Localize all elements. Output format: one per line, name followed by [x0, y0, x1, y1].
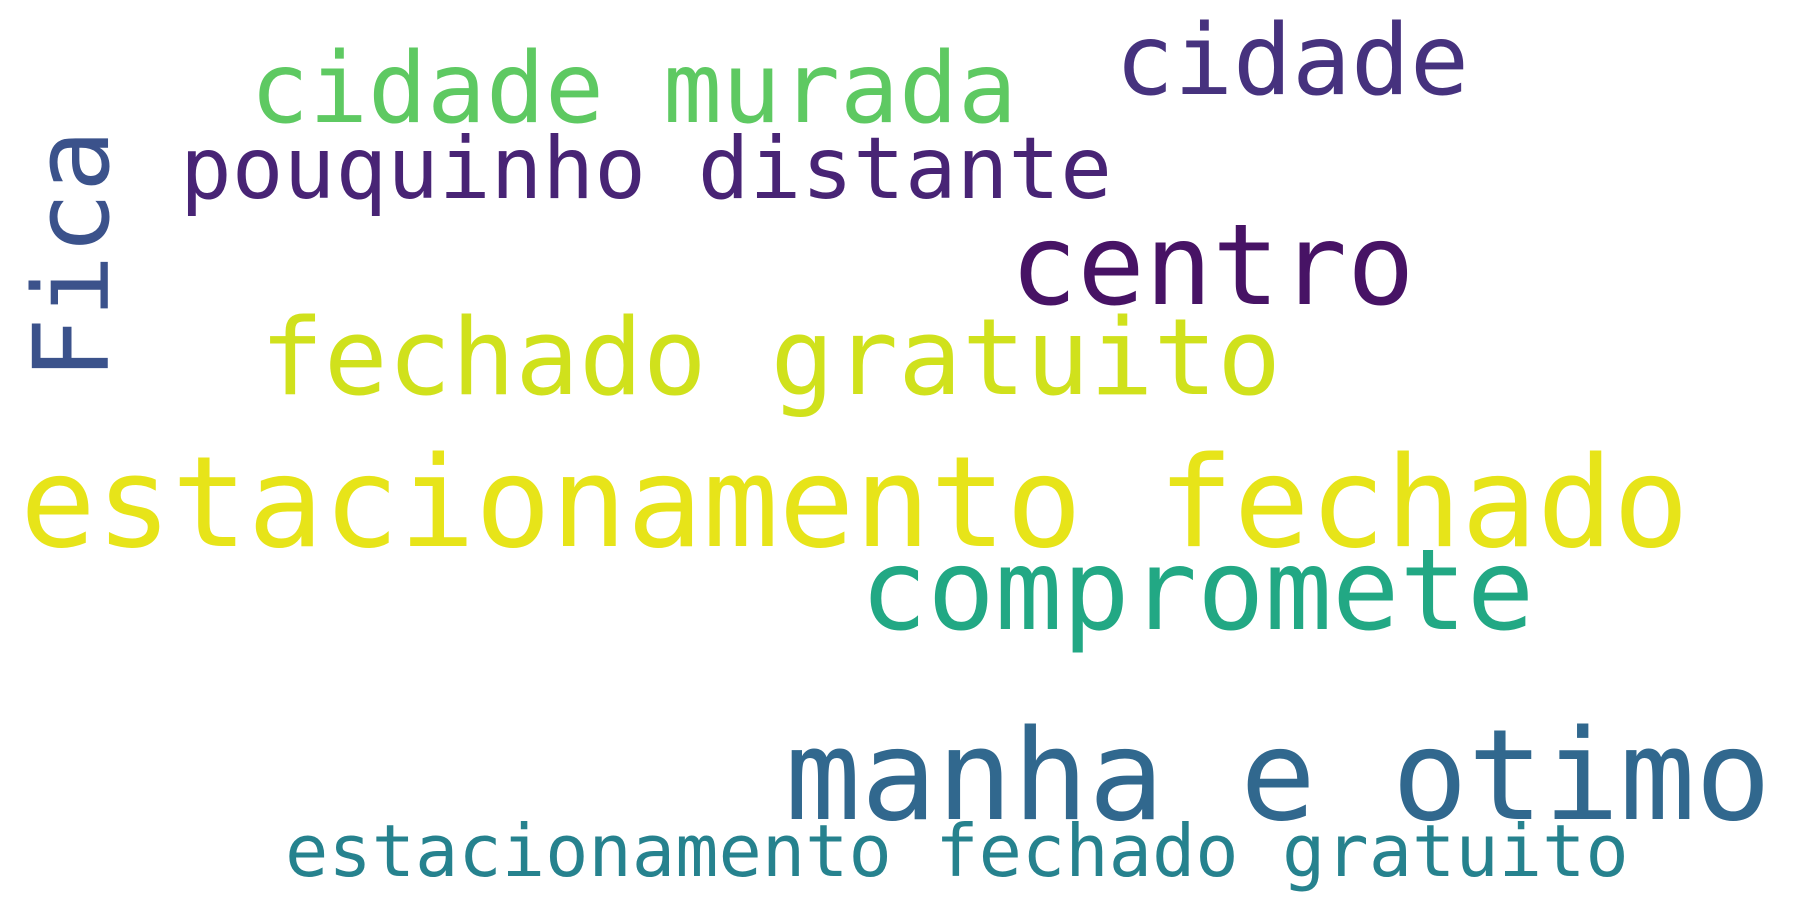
word-estacionamento-fechado-gratuito: estacionamento fechado gratuito	[285, 809, 1629, 893]
word-cidade: cidade	[1115, 4, 1470, 118]
word-pouquinho-distante: pouquinho distante	[180, 119, 1112, 219]
word-centro: centro	[1010, 201, 1415, 331]
word-compromete: compromete	[860, 526, 1535, 656]
word-cidade-murada: cidade murada	[250, 32, 1018, 146]
word-manha-e-otimo: manha e otimo	[785, 702, 1772, 849]
word-estacionamento-fechado: estacionamento fechado	[20, 429, 1689, 576]
word-fica: Fica	[11, 129, 133, 380]
word-fechado-gratuito: fechado gratuito	[260, 296, 1282, 419]
